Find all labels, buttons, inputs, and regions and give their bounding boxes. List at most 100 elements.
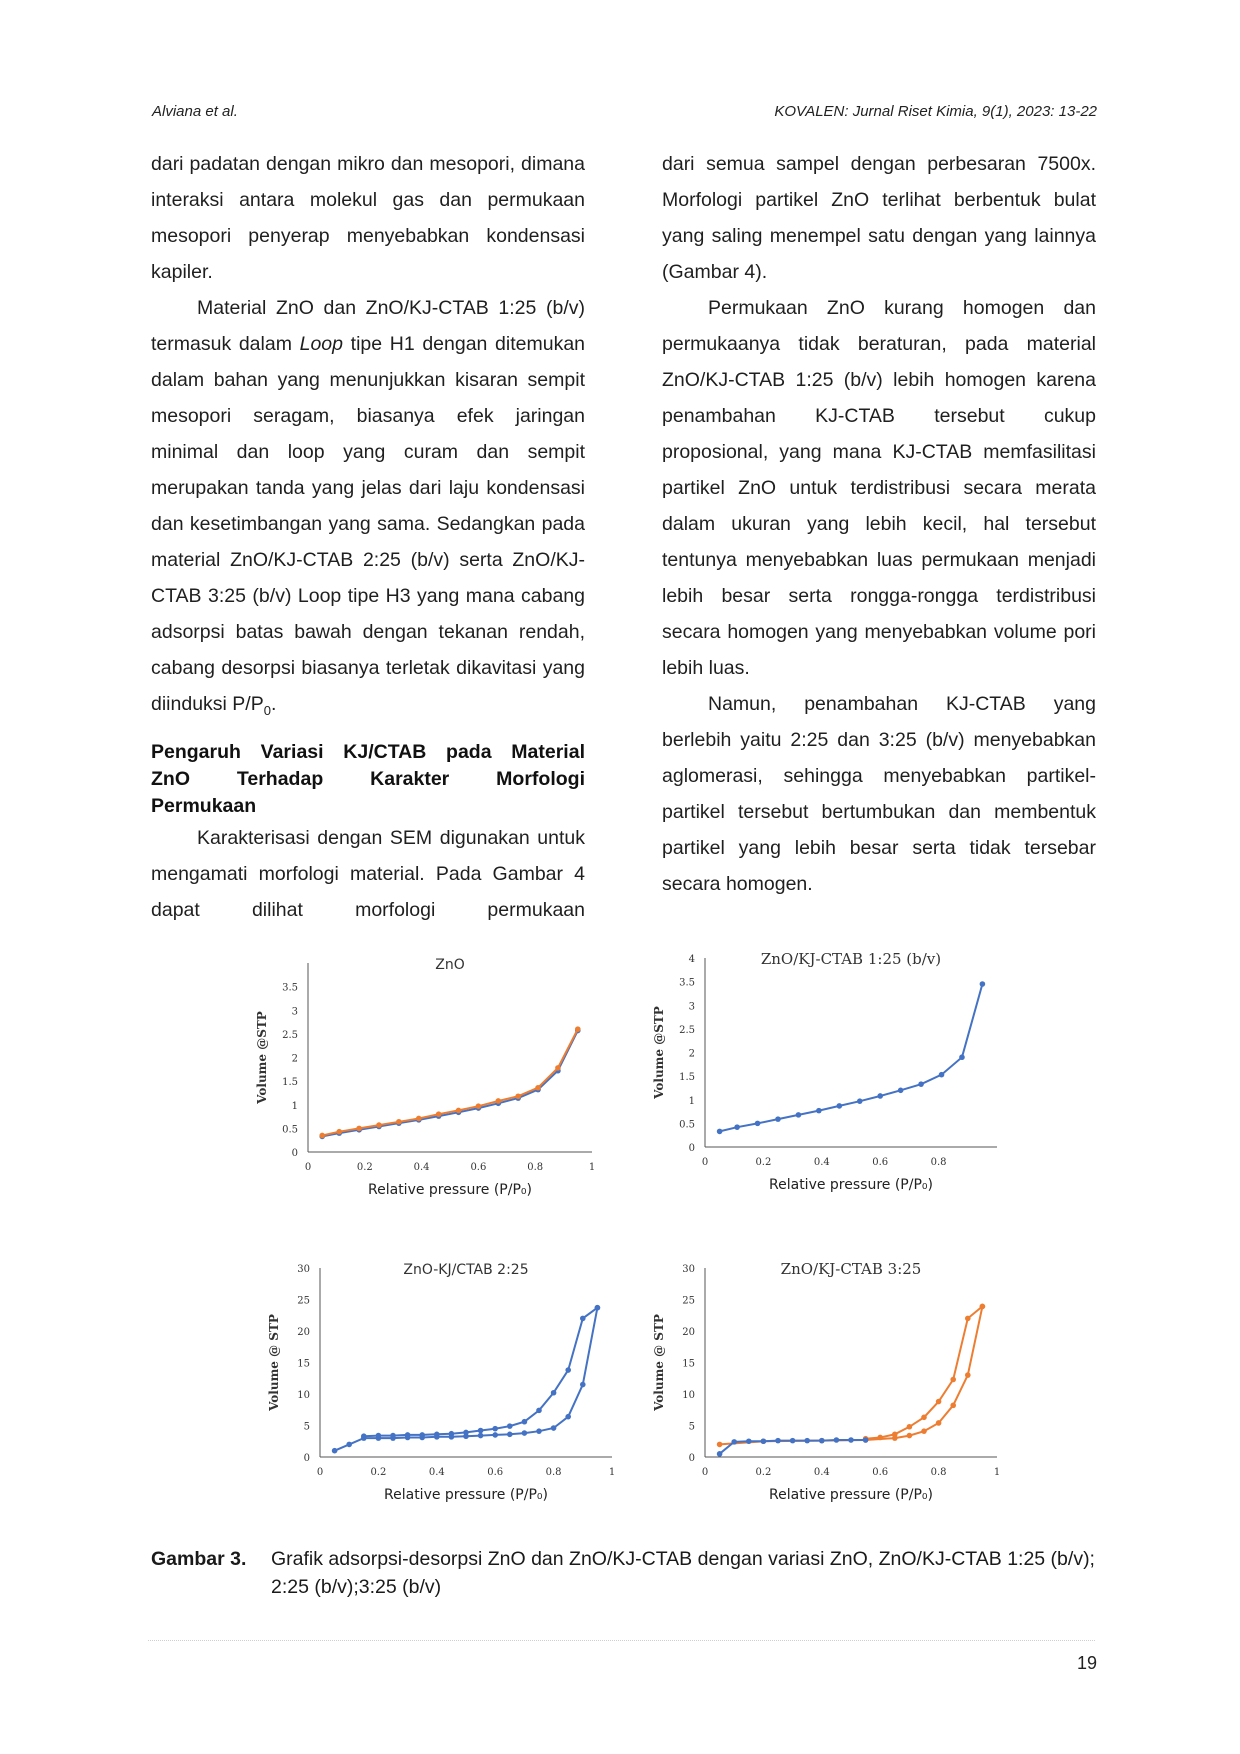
data-point: [921, 1428, 927, 1434]
x-tick-label: 0.6: [487, 1467, 503, 1478]
x-tick-label: 0: [702, 1157, 708, 1168]
y-tick-label: 30: [682, 1264, 695, 1275]
footer-rule: [148, 1640, 1095, 1641]
loop-term: Loop: [299, 333, 343, 355]
y-axis-label: Volume @ STP: [267, 1314, 281, 1412]
x-tick-label: 1: [609, 1467, 615, 1478]
y-axis-label: Volume @STP: [652, 1006, 666, 1100]
chart-zno-kj-ctab-3-25: 0 0.2 0.4 0.6 0.8 1 0 5 10 15 20 25 30 ZnO/KJ-CTAB 3:…: [645, 1240, 1025, 1525]
section-heading-line-3: Permukaan: [151, 794, 257, 817]
y-tick-label: 20: [682, 1327, 695, 1338]
data-point: [521, 1430, 528, 1436]
left-paragraph-2-text-a: Material ZnO dan ZnO/KJ-CTAB 1:25 (b/v) …: [151, 297, 585, 355]
data-point: [477, 1432, 484, 1439]
data-point: [965, 1315, 971, 1322]
data-point: [892, 1431, 898, 1438]
data-point: [435, 1111, 442, 1117]
data-point: [492, 1432, 498, 1438]
y-tick-label: 10: [297, 1390, 310, 1401]
data-point: [862, 1437, 869, 1443]
y-tick-label: 0: [292, 1148, 298, 1159]
left-paragraph-3: Karakterisasi dengan SEM digunakan untuk…: [151, 826, 585, 921]
caption-label: Gambar 3.: [151, 1548, 247, 1570]
data-point: [760, 1438, 767, 1445]
x-tick-label: 0.2: [755, 1157, 771, 1168]
chart-title: ZnO/KJ-CTAB 1:25 (b/v): [761, 950, 941, 968]
x-axis-label: Relative pressure (P/P₀): [769, 1177, 933, 1193]
data-point: [935, 1420, 942, 1426]
chart-zno-kj-ctab-1-25: 0 0.2 0.4 0.6 0.8 0 0.5 1 1.5 2 2.5 3 3.5 4 ZnO/KJ-CTA…: [645, 930, 1025, 1225]
y-tick-label: 0.5: [282, 1124, 298, 1135]
data-point: [376, 1122, 382, 1128]
data-point: [319, 1132, 325, 1139]
data-point: [507, 1423, 513, 1429]
caption-text: Grafik adsorpsi-desorpsi ZnO dan ZnO/KJ-…: [271, 1548, 1095, 1598]
series-line: [322, 1030, 579, 1138]
x-tick-label: 0.6: [872, 1157, 888, 1168]
data-point: [580, 1315, 586, 1322]
y-tick-label: 3: [292, 1006, 298, 1017]
data-point: [536, 1407, 542, 1414]
x-tick-label: 0: [317, 1467, 323, 1478]
y-tick-label: 15: [297, 1359, 310, 1370]
y-tick-label: 25: [682, 1296, 695, 1307]
data-point: [455, 1107, 462, 1114]
data-point: [789, 1437, 796, 1444]
data-point: [950, 1402, 956, 1409]
data-point: [938, 1071, 945, 1078]
data-point: [463, 1429, 469, 1436]
chart-title: ZnO-KJ/CTAB 2:25: [403, 1262, 528, 1278]
data-point: [565, 1367, 571, 1373]
data-point: [935, 1398, 942, 1405]
data-point: [804, 1437, 810, 1444]
data-point: [507, 1431, 513, 1438]
data-point: [856, 1098, 863, 1104]
series-line: [321, 1028, 579, 1137]
left-paragraph-2: Material ZnO dan ZnO/KJ-CTAB 1:25 (b/v) …: [151, 290, 585, 729]
data-point: [746, 1438, 752, 1445]
data-point: [477, 1427, 484, 1434]
data-point: [415, 1115, 422, 1122]
data-point: [331, 1447, 338, 1454]
y-tick-label: 2.5: [679, 1025, 695, 1036]
section-heading: Pengaruh Variasi KJ/CTAB pada Material Z…: [151, 739, 585, 820]
data-point: [404, 1432, 411, 1438]
data-point: [775, 1437, 781, 1444]
y-tick-label: 2.5: [282, 1030, 298, 1041]
y-tick-label: 1: [292, 1101, 298, 1112]
figure-caption: Gambar 3. Grafik adsorpsi-desorpsi ZnO d…: [151, 1545, 1101, 1601]
y-axis-label: Volume @STP: [255, 1011, 269, 1105]
data-point: [515, 1093, 521, 1100]
left-column: dari padatan dengan mikro dan mesopori, …: [151, 146, 585, 928]
figure-isotherm-charts: 0 0.2 0.4 0.6 0.8 1 0 0.5 1 1.5 2 2.5 3 3.5 ZnO Relativ…: [240, 935, 1020, 1515]
x-tick-label: 0.8: [931, 1467, 947, 1478]
chart-svg: 0 0.2 0.4 0.6 0.8 1 0 0.5 1 1.5 2 2.5 3 3.5 ZnO Relativ…: [255, 957, 595, 1198]
x-tick-label: 0.4: [414, 1162, 430, 1173]
y-tick-label: 1: [689, 1096, 695, 1107]
x-tick-label: 0.2: [357, 1162, 373, 1173]
series-line: [719, 983, 984, 1133]
x-tick-label: 0.2: [370, 1467, 386, 1478]
data-point: [959, 1054, 965, 1061]
data-point: [361, 1433, 367, 1440]
data-point: [550, 1425, 557, 1431]
data-point: [918, 1081, 924, 1087]
data-point: [565, 1413, 571, 1420]
chart-svg: 0 0.2 0.4 0.6 0.8 0 0.5 1 1.5 2 2.5 3 3.5 4 ZnO/KJ-CTA…: [652, 950, 997, 1193]
y-tick-label: 10: [682, 1390, 695, 1401]
series-line: [363, 1306, 598, 1438]
data-point: [734, 1124, 740, 1130]
y-tick-label: 1.5: [282, 1077, 298, 1088]
x-tick-label: 0.8: [931, 1157, 947, 1168]
right-paragraph-3: Namun, penambahan KJ-CTAB yang berlebih …: [662, 693, 1096, 895]
x-axis-label: Relative pressure (P/P₀): [384, 1487, 548, 1503]
y-tick-label: 3.5: [282, 983, 298, 994]
data-point: [346, 1441, 352, 1448]
data-point: [816, 1107, 822, 1114]
data-point: [979, 1303, 986, 1310]
data-point: [819, 1437, 825, 1444]
data-point: [536, 1428, 542, 1434]
right-paragraph-1: dari semua sampel dengan perbesaran 7500…: [662, 153, 1096, 283]
